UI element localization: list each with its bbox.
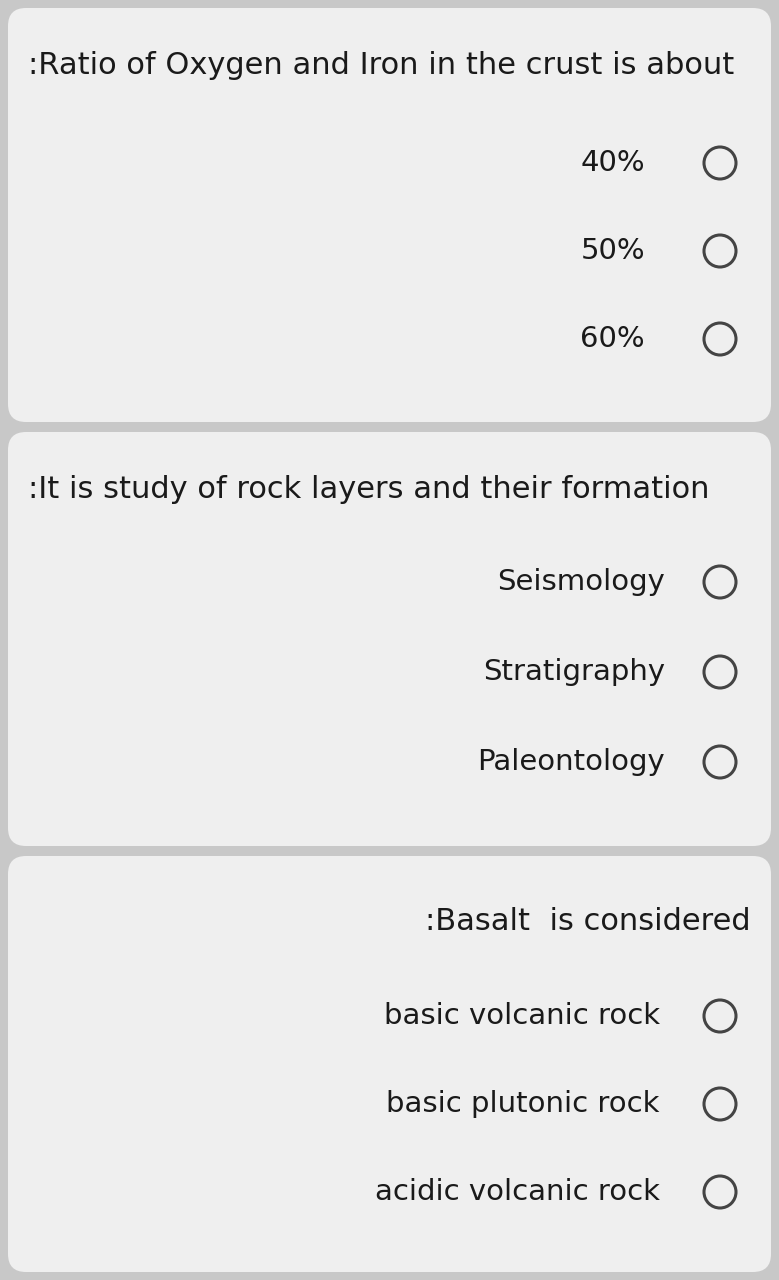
Text: Seismology: Seismology bbox=[497, 568, 665, 596]
Text: basic plutonic rock: basic plutonic rock bbox=[386, 1091, 660, 1117]
Text: :Ratio of Oxygen and Iron in the crust is about: :Ratio of Oxygen and Iron in the crust i… bbox=[28, 51, 735, 81]
FancyBboxPatch shape bbox=[8, 8, 771, 422]
Text: Stratigraphy: Stratigraphy bbox=[483, 658, 665, 686]
FancyBboxPatch shape bbox=[8, 856, 771, 1272]
Text: :Basalt  is considered: :Basalt is considered bbox=[425, 906, 751, 936]
Text: Paleontology: Paleontology bbox=[478, 748, 665, 776]
Text: acidic volcanic rock: acidic volcanic rock bbox=[375, 1178, 660, 1206]
Text: basic volcanic rock: basic volcanic rock bbox=[384, 1002, 660, 1030]
Text: 60%: 60% bbox=[580, 325, 645, 353]
Text: 50%: 50% bbox=[580, 237, 645, 265]
Text: :It is study of rock layers and their formation: :It is study of rock layers and their fo… bbox=[28, 475, 710, 504]
FancyBboxPatch shape bbox=[8, 431, 771, 846]
Text: 40%: 40% bbox=[580, 148, 645, 177]
